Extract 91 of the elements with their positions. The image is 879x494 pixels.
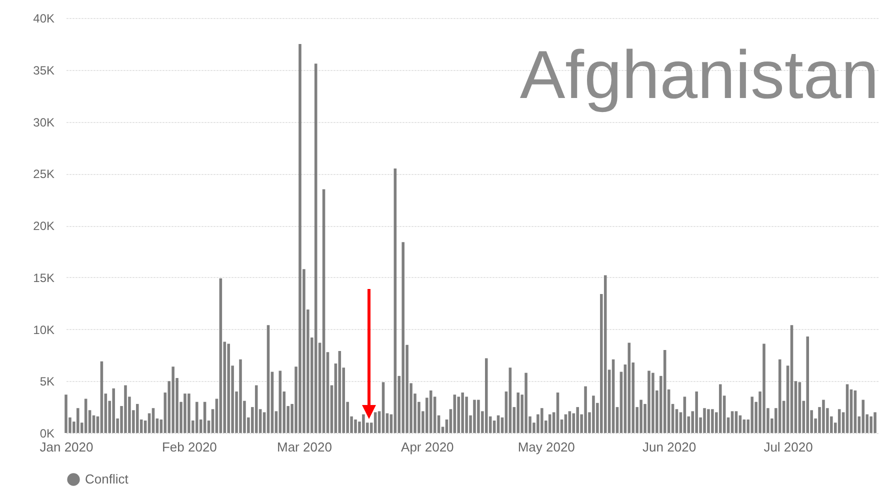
bar — [822, 400, 825, 433]
bar — [254, 385, 258, 433]
y-tick-label: 0K — [40, 426, 54, 440]
bar — [683, 396, 686, 433]
bar — [465, 396, 468, 433]
y-tick-label: 10K — [33, 322, 54, 337]
x-tick-label: Feb 2020 — [162, 440, 217, 454]
y-tick-label: 20K — [33, 219, 54, 233]
bar — [742, 420, 746, 433]
bar — [382, 382, 385, 433]
bar — [798, 382, 802, 433]
bar — [556, 392, 560, 433]
bar — [695, 392, 698, 433]
bar — [734, 411, 738, 433]
bar — [778, 359, 782, 433]
bar — [584, 386, 587, 433]
x-tick-label: May 2020 — [518, 440, 575, 454]
bar — [112, 388, 115, 433]
bar — [152, 408, 155, 433]
x-tick-label: Apr 2020 — [401, 440, 454, 454]
y-tick-label: 40K — [33, 12, 54, 26]
bar — [762, 344, 766, 433]
bar — [461, 392, 464, 433]
bar — [429, 390, 432, 433]
bar — [473, 400, 476, 433]
bar — [604, 275, 607, 433]
x-tick-label: Jun 2020 — [642, 440, 696, 454]
bar — [628, 342, 631, 433]
x-tick-label: Jul 2020 — [764, 440, 813, 454]
bar — [750, 396, 754, 433]
bar — [838, 409, 841, 433]
bar — [640, 400, 642, 433]
y-tick-label: 25K — [33, 167, 54, 182]
bar — [124, 385, 127, 433]
bar — [663, 350, 666, 433]
bar — [64, 394, 68, 433]
x-tick-label: Mar 2020 — [276, 440, 332, 454]
bar — [806, 336, 810, 433]
y-tick-label: 30K — [33, 115, 54, 130]
bar — [188, 394, 190, 433]
bar — [592, 396, 595, 433]
bar — [322, 189, 326, 433]
bar — [568, 411, 572, 433]
bar — [184, 394, 186, 433]
bar — [453, 394, 456, 433]
bar — [362, 414, 365, 433]
bar — [730, 411, 734, 433]
bar — [862, 400, 865, 433]
bar — [394, 168, 397, 433]
bar — [652, 372, 654, 433]
bar — [354, 420, 357, 433]
y-tick-label: 15K — [33, 270, 54, 285]
bar — [707, 409, 710, 433]
bar — [477, 400, 480, 433]
bar — [314, 64, 318, 433]
bar — [846, 384, 849, 433]
legend-label: Conflict — [85, 472, 129, 486]
bar — [874, 412, 876, 433]
bar — [703, 408, 706, 433]
bar — [136, 404, 139, 433]
bar — [790, 325, 794, 433]
bar — [203, 402, 206, 433]
bar — [508, 368, 512, 433]
bar — [266, 325, 270, 433]
bar — [540, 408, 544, 433]
bar — [172, 366, 174, 433]
bar — [718, 384, 722, 433]
bar — [612, 359, 615, 433]
bar — [711, 409, 714, 433]
bar — [219, 278, 222, 433]
bar — [298, 44, 302, 433]
bar — [854, 390, 857, 433]
bar — [76, 408, 80, 433]
bar — [648, 370, 650, 433]
bar — [524, 372, 528, 433]
bar — [195, 402, 198, 433]
bar — [484, 358, 488, 433]
bar — [338, 351, 342, 433]
bar — [576, 407, 579, 433]
bar — [870, 416, 872, 433]
y-tick-label: 35K — [33, 63, 54, 78]
bar — [457, 396, 460, 433]
chart-title: Afghanistan — [520, 37, 879, 113]
x-tick-label: Jan 2020 — [40, 440, 94, 454]
y-tick-label: 5K — [40, 374, 54, 389]
bar — [516, 392, 520, 433]
bar — [227, 344, 230, 433]
bar — [239, 359, 242, 433]
bar — [278, 370, 282, 433]
bar — [402, 242, 404, 433]
bar — [100, 361, 104, 433]
